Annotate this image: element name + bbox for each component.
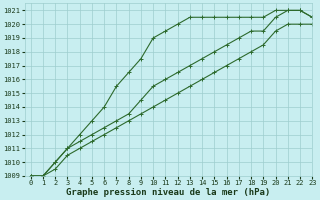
X-axis label: Graphe pression niveau de la mer (hPa): Graphe pression niveau de la mer (hPa) <box>66 188 271 197</box>
